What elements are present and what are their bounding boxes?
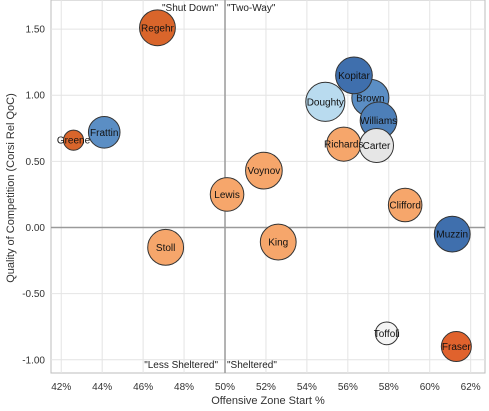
point-frattin bbox=[87, 115, 121, 149]
point-label: Carter bbox=[363, 141, 391, 152]
x-tick-label: 54% bbox=[297, 382, 317, 393]
point-voynov bbox=[245, 151, 283, 190]
x-tick-label: 60% bbox=[420, 382, 440, 393]
quadrant-label-top-left: "Shut Down" bbox=[162, 3, 218, 14]
x-tick-label: 46% bbox=[133, 382, 153, 393]
y-tick-label: 0.00 bbox=[26, 223, 46, 234]
x-tick-label: 42% bbox=[51, 382, 71, 393]
point-marker bbox=[87, 115, 121, 149]
point-marker bbox=[139, 9, 176, 47]
point-label: Doughty bbox=[307, 97, 344, 108]
x-tick-label: 62% bbox=[461, 382, 481, 393]
point-clifford bbox=[387, 187, 423, 223]
point-label: King bbox=[268, 238, 288, 249]
y-tick-label: 1.00 bbox=[26, 91, 46, 102]
x-tick-label: 48% bbox=[174, 382, 194, 393]
quadrant-label-bottom-right: "Sheltered" bbox=[227, 360, 277, 371]
point-marker bbox=[387, 187, 423, 223]
point-kopitar bbox=[335, 56, 373, 95]
point-marker bbox=[374, 321, 399, 346]
x-tick-label: 58% bbox=[379, 382, 399, 393]
point-marker bbox=[147, 228, 185, 266]
point-label: Muzzin bbox=[436, 230, 468, 241]
point-marker bbox=[259, 223, 297, 261]
point-label: Brown bbox=[356, 93, 384, 104]
point-marker bbox=[358, 127, 395, 164]
point-label: Greene bbox=[57, 136, 91, 147]
point-marker bbox=[62, 129, 85, 151]
x-tick-label: 44% bbox=[92, 382, 112, 393]
point-lewis bbox=[209, 177, 245, 212]
y-tick-label: -1.00 bbox=[22, 355, 45, 366]
point-stoll bbox=[147, 228, 185, 266]
y-tick-label: -0.50 bbox=[22, 289, 45, 300]
point-marker bbox=[305, 81, 346, 122]
point-fraser bbox=[440, 331, 472, 363]
point-label: Clifford bbox=[389, 201, 421, 212]
x-tick-label: 52% bbox=[256, 382, 276, 393]
point-marker bbox=[440, 331, 472, 363]
point-toffoli bbox=[374, 321, 399, 346]
point-muzzin bbox=[433, 215, 471, 253]
y-tick-label: 0.50 bbox=[26, 157, 46, 168]
point-marker bbox=[335, 56, 373, 95]
point-label: Frattin bbox=[90, 128, 118, 139]
point-regehr bbox=[139, 9, 176, 47]
point-marker bbox=[245, 151, 283, 190]
quadrant-label-bottom-left: "Less Sheltered" bbox=[144, 360, 218, 371]
point-marker bbox=[209, 177, 245, 212]
point-king bbox=[259, 223, 297, 261]
quadrant-label-top-right: "Two-Way" bbox=[227, 3, 276, 14]
y-axis-ticks: 1.50 1.00 0.50 0.00 -0.50 -1.00 bbox=[22, 25, 45, 367]
point-label: Stoll bbox=[156, 243, 175, 254]
point-label: Voynov bbox=[247, 166, 280, 177]
x-axis-ticks: 42% 44% 46% 48% 50% 52% 54% 56% 58% 60% 62% bbox=[51, 382, 481, 393]
x-tick-label: 56% bbox=[338, 382, 358, 393]
x-axis-title: Offensive Zone Start % bbox=[211, 395, 325, 407]
point-label: Kopitar bbox=[338, 71, 370, 82]
y-tick-label: 1.50 bbox=[26, 25, 46, 36]
point-label: Lewis bbox=[214, 190, 240, 201]
point-label: Williams bbox=[360, 116, 397, 127]
point-carter bbox=[358, 127, 395, 164]
point-label: Richards bbox=[324, 140, 363, 151]
point-label: Fraser bbox=[442, 342, 472, 353]
point-label: Regehr bbox=[141, 23, 174, 34]
point-greene bbox=[62, 129, 85, 151]
point-marker bbox=[433, 215, 471, 253]
point-label: Toffoli bbox=[374, 329, 400, 340]
point-doughty bbox=[305, 81, 346, 122]
y-axis-title: Quality of Competition (Corsi Rel QoC) bbox=[5, 93, 17, 283]
x-tick-label: 50% bbox=[215, 382, 235, 393]
